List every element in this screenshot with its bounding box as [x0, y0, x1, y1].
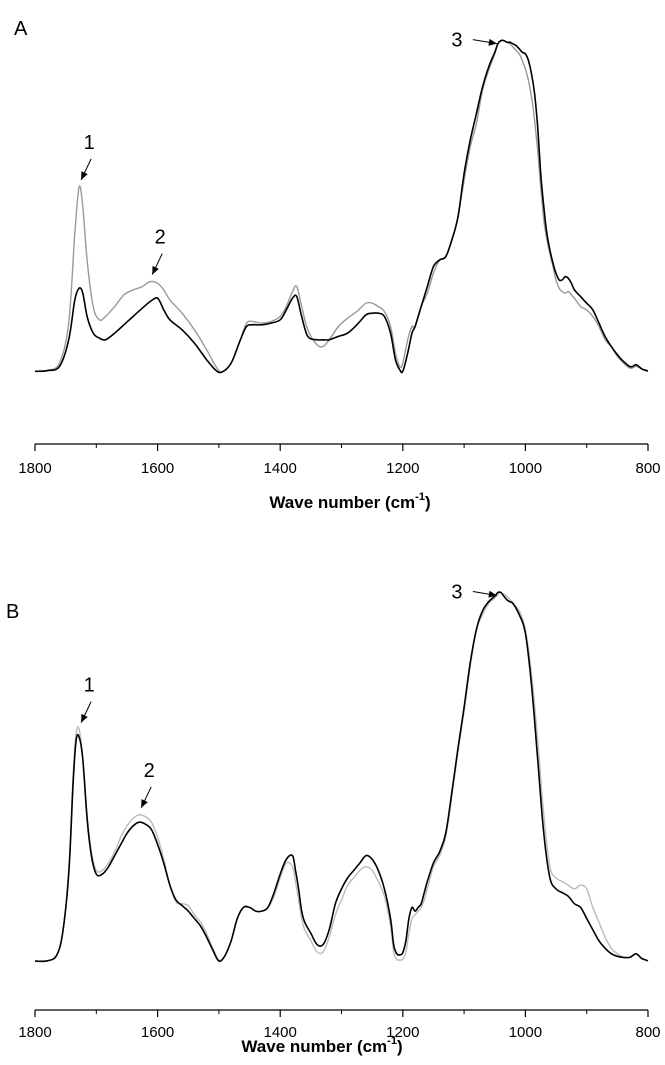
x-tick-label: 1000 [509, 1024, 542, 1041]
peak-annotation-2: 2 [151, 227, 166, 275]
annotation-arrow-head [141, 799, 148, 808]
x-axis-title-close: ) [397, 1037, 403, 1056]
annotation-arrow-head [152, 265, 159, 275]
x-tick-label: 1000 [509, 460, 542, 477]
x-tick-label: 1200 [386, 1024, 419, 1041]
peak-annotation-3: 3 [451, 30, 497, 52]
peak-annotation-1: 1 [80, 132, 95, 181]
x-axis-title-superscript: -1 [415, 491, 425, 503]
spectrum-chart-b: B 1 2 3 1800 1600 1400 1200 1000 800 Wave numbe… [6, 582, 661, 1056]
spectrum-chart-a: A 1 2 3 1800 1600 1400 1200 1000 800 Wave numbe… [14, 18, 661, 512]
series-line-2 [34, 591, 649, 963]
annotation-label: 3 [451, 582, 462, 604]
x-tick-label: 1600 [141, 1024, 174, 1041]
peak-annotation-2: 2 [140, 760, 155, 809]
x-tick-label: 1400 [264, 460, 297, 477]
panel-label: A [14, 18, 28, 40]
annotation-label: 3 [451, 30, 462, 52]
x-tick-label: 1800 [18, 460, 51, 477]
x-tick-label: 1400 [264, 1024, 297, 1041]
x-tick-label: 1200 [386, 460, 419, 477]
x-tick-label: 800 [635, 1024, 660, 1041]
annotation-arrow-head [81, 171, 88, 180]
x-axis-title-close: ) [425, 493, 431, 512]
spectrum-panel-b: B 1 2 3 1800 1600 1400 1200 1000 800 Wave numbe… [0, 540, 665, 1065]
spectrum-panel-a: A 1 2 3 1800 1600 1400 1200 1000 800 Wave numbe… [0, 0, 665, 530]
annotation-arrow-head [488, 38, 497, 46]
peak-annotation-3: 3 [451, 582, 497, 604]
peak-annotation-1: 1 [80, 675, 95, 723]
annotation-label: 2 [144, 760, 155, 782]
series-line-2 [34, 39, 649, 374]
x-tick-label: 1800 [18, 1024, 51, 1041]
series-line-1 [34, 591, 649, 962]
x-axis-title: Wave number (cm-1) [269, 491, 430, 512]
annotation-arrow-head [488, 590, 497, 598]
x-tick-label: 1600 [141, 460, 174, 477]
x-axis-title-text: Wave number (cm [241, 1037, 387, 1056]
annotation-label: 1 [84, 675, 95, 697]
panel-label: B [6, 601, 19, 623]
x-axis-title: Wave number (cm-1) [241, 1035, 402, 1056]
annotation-label: 2 [155, 227, 166, 249]
annotation-arrow-head [81, 713, 88, 723]
annotation-label: 1 [84, 132, 95, 154]
x-tick-label: 800 [635, 460, 660, 477]
x-axis-title-text: Wave number (cm [269, 493, 415, 512]
x-axis-title-superscript: -1 [387, 1035, 397, 1047]
